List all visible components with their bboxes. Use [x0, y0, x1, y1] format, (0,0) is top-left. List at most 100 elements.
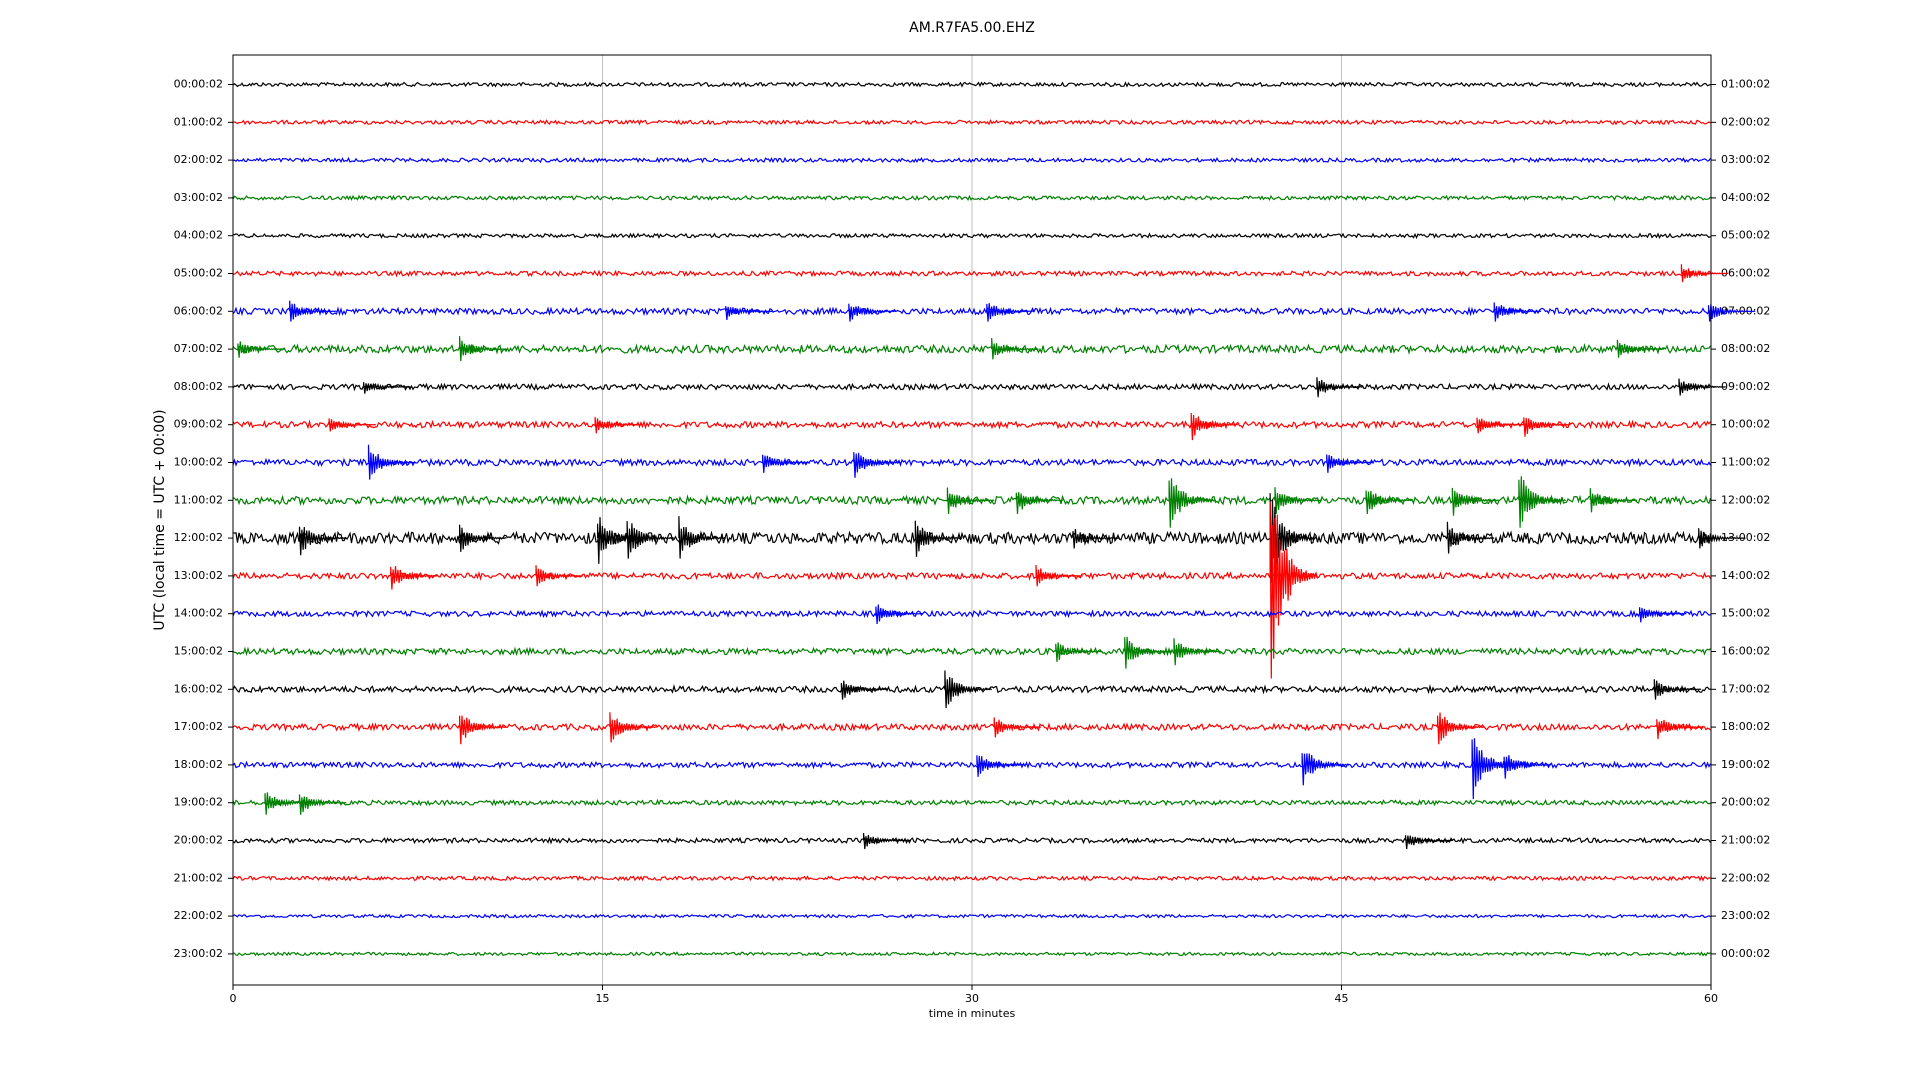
trace-noise — [232, 118, 1711, 126]
row-label-right: 23:00:02 — [1721, 909, 1770, 922]
row-label-left: 12:00:02 — [174, 531, 223, 544]
trace-event — [1365, 490, 1414, 515]
row-label-left: 20:00:02 — [174, 834, 223, 847]
y-axis-label: UTC (local time = UTC + 00:00) — [152, 409, 168, 630]
trace-event — [1168, 478, 1217, 528]
trace-noise — [232, 457, 1712, 468]
row-label-right: 06:00:02 — [1721, 267, 1770, 280]
trace-event — [1015, 492, 1064, 515]
row-label-left: 21:00:02 — [174, 871, 223, 884]
trace-noise — [232, 232, 1711, 240]
row-label-right: 09:00:02 — [1721, 380, 1770, 393]
trace-noise — [232, 609, 1711, 619]
row-label-left: 14:00:02 — [174, 607, 223, 620]
row-label-left: 04:00:02 — [174, 229, 223, 242]
row-label-left: 22:00:02 — [174, 909, 223, 922]
row-label-right: 21:00:02 — [1721, 834, 1770, 847]
x-axis-label: time in minutes — [929, 1007, 1016, 1020]
trace-event — [1518, 476, 1567, 528]
row-label-left: 10:00:02 — [174, 456, 223, 469]
trace-event — [762, 454, 810, 473]
trace-event — [1698, 528, 1746, 549]
row-label-left: 00:00:02 — [174, 78, 223, 91]
trace-event — [1446, 521, 1495, 554]
trace-event — [1124, 636, 1172, 669]
row-label-left: 19:00:02 — [174, 796, 223, 809]
x-tick-label: 45 — [1335, 992, 1349, 1005]
trace-event — [1190, 412, 1239, 441]
row-label-right: 13:00:02 — [1721, 531, 1770, 544]
trace-noise — [232, 269, 1711, 278]
row-label-right: 17:00:02 — [1721, 682, 1770, 695]
trace-noise — [232, 306, 1712, 317]
row-label-left: 08:00:02 — [174, 380, 223, 393]
trace-noise — [232, 156, 1711, 164]
trace-noise — [232, 684, 1711, 695]
trace-event — [1680, 264, 1729, 283]
row-label-left: 05:00:02 — [174, 267, 223, 280]
row-label-right: 10:00:02 — [1721, 418, 1770, 431]
row-label-right: 18:00:02 — [1721, 720, 1770, 733]
trace-event — [1035, 564, 1083, 587]
row-label-left: 11:00:02 — [174, 493, 223, 506]
chart-title: AM.R7FA5.00.EHZ — [909, 20, 1035, 36]
trace-event — [1638, 607, 1687, 623]
trace-noise — [232, 419, 1711, 430]
trace-noise — [232, 798, 1711, 807]
trace-event — [1451, 487, 1500, 516]
x-tick-label: 30 — [965, 992, 979, 1005]
row-label-right: 05:00:02 — [1721, 229, 1770, 242]
trace-event — [1301, 753, 1350, 786]
x-tick-label: 15 — [596, 992, 610, 1005]
trace-event — [459, 524, 507, 552]
trace-event — [1523, 417, 1571, 437]
trace-event — [678, 516, 727, 559]
trace-event — [1493, 302, 1542, 322]
trace-event — [459, 715, 507, 745]
trace-event — [993, 717, 1042, 738]
trace-event — [946, 487, 995, 515]
trace-event — [289, 300, 337, 322]
trace-event — [1326, 454, 1374, 473]
trace-noise — [232, 913, 1711, 919]
row-label-left: 23:00:02 — [174, 947, 223, 960]
row-label-right: 04:00:02 — [1721, 191, 1770, 204]
row-label-left: 16:00:02 — [174, 682, 223, 695]
trace-noise — [232, 81, 1711, 88]
row-label-right: 14:00:02 — [1721, 569, 1770, 582]
row-label-right: 08:00:02 — [1721, 342, 1770, 355]
trace-event — [1316, 377, 1364, 398]
trace-event — [914, 520, 963, 557]
trace-event — [1274, 487, 1323, 515]
trace-event — [390, 566, 438, 590]
trace-event — [459, 336, 507, 362]
x-tick-label: 0 — [230, 992, 237, 1005]
row-label-right: 12:00:02 — [1721, 493, 1770, 506]
trace-noise — [232, 760, 1712, 770]
row-label-left: 09:00:02 — [174, 418, 223, 431]
row-label-left: 07:00:02 — [174, 342, 223, 355]
row-label-right: 22:00:02 — [1721, 871, 1770, 884]
trace-event — [875, 604, 923, 625]
trace-noise — [232, 874, 1711, 882]
row-label-left: 13:00:02 — [174, 569, 223, 582]
row-label-right: 07:00:02 — [1721, 304, 1770, 317]
trace-event — [725, 306, 773, 320]
trace-event — [1436, 712, 1485, 745]
trace-event — [976, 755, 1024, 777]
row-label-left: 17:00:02 — [174, 720, 223, 733]
row-label-left: 15:00:02 — [174, 645, 223, 658]
trace-event — [848, 303, 896, 322]
row-label-right: 01:00:02 — [1721, 78, 1770, 91]
trace-event — [1072, 528, 1120, 549]
trace-event — [1589, 488, 1638, 513]
plot-frame — [232, 54, 1712, 986]
trace-event — [1173, 638, 1222, 666]
trace-noise — [232, 382, 1712, 392]
trace-event — [362, 382, 411, 394]
row-label-right: 00:00:02 — [1721, 947, 1770, 960]
x-tick-label: 60 — [1704, 992, 1718, 1005]
trace-event — [1503, 755, 1552, 779]
trace-event — [298, 526, 347, 556]
